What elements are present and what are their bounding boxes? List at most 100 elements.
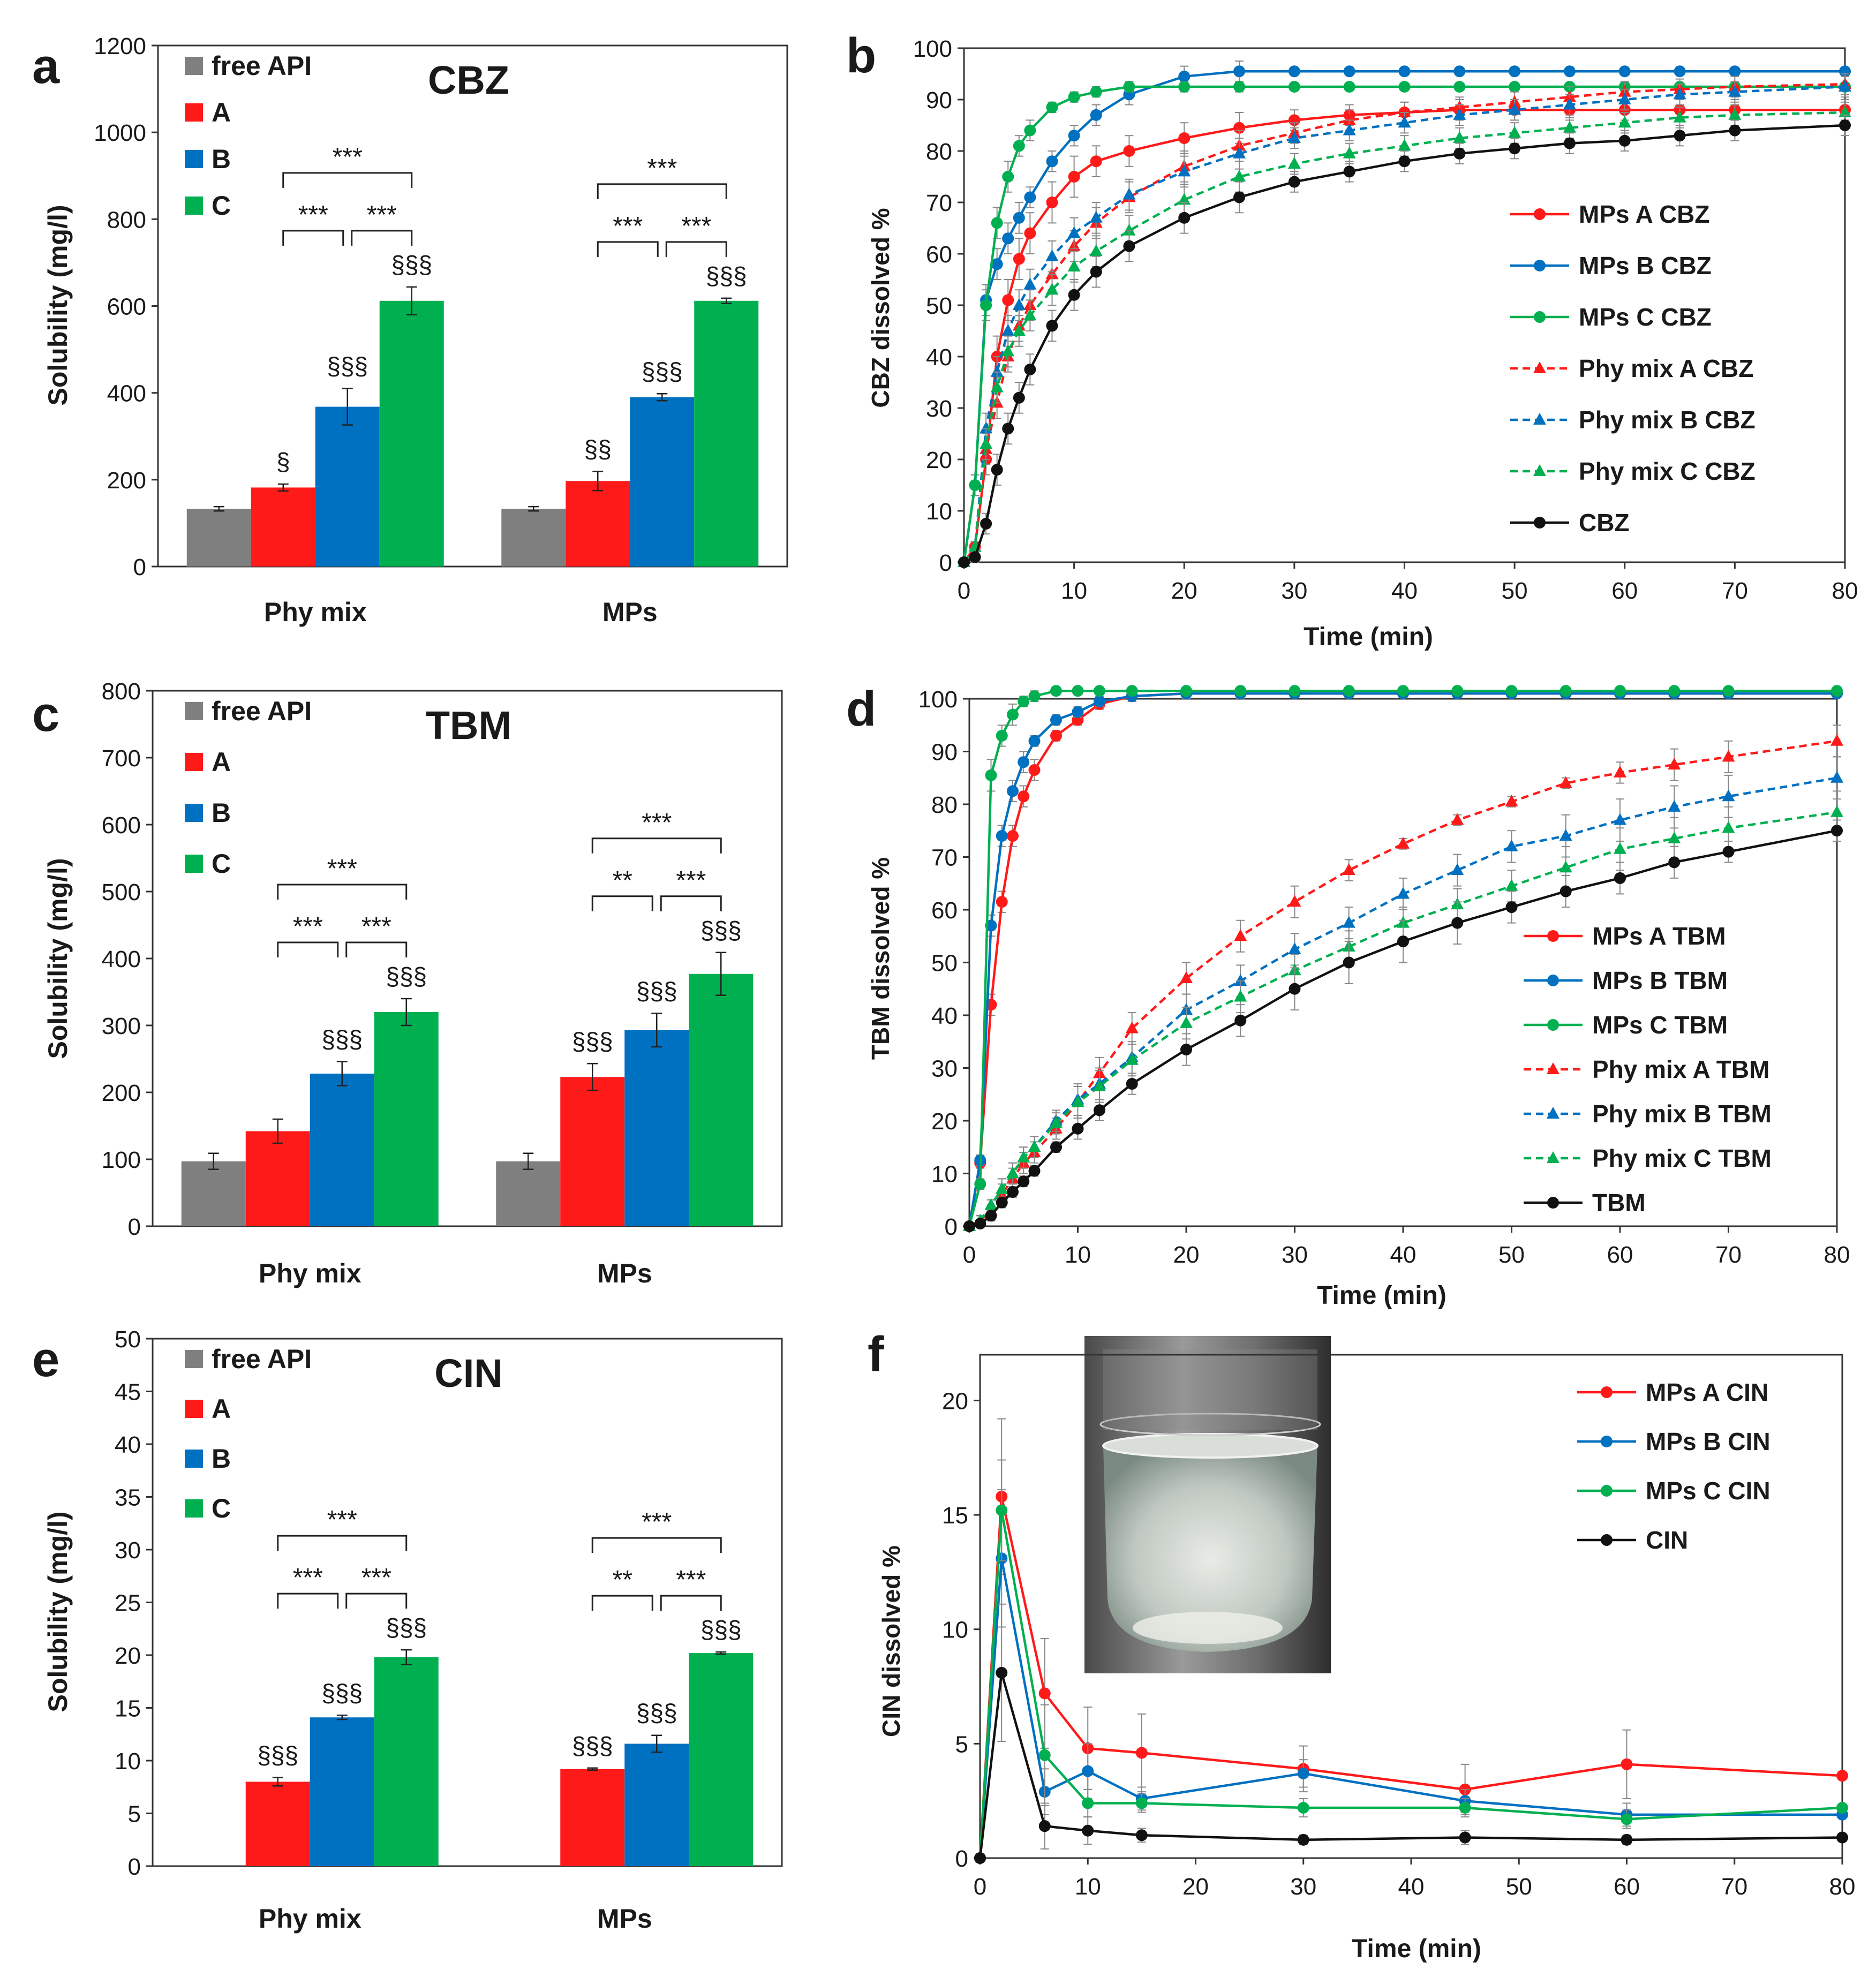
panel-d-x-tick-label: 50 bbox=[1498, 1242, 1525, 1268]
panel-e-legend-label: B bbox=[212, 1444, 231, 1474]
panel-a-y-tick-label: 200 bbox=[107, 467, 146, 494]
panel-b-data-point bbox=[980, 437, 992, 449]
panel-b-data-point bbox=[1178, 71, 1190, 82]
panel-a-bracket-label: *** bbox=[613, 212, 643, 240]
panel-d-data-point bbox=[1289, 983, 1301, 995]
panel-a-legend-label: free API bbox=[212, 51, 312, 81]
panel-d-y-tick-label: 100 bbox=[918, 686, 958, 713]
panel-f-y-tick-label: 5 bbox=[955, 1731, 968, 1757]
panel-f-y-tick-label: 15 bbox=[942, 1503, 968, 1529]
panel-a-legend-label: C bbox=[212, 191, 231, 221]
panel-a-bracket-label: *** bbox=[647, 154, 677, 183]
panel-b-data-point bbox=[1046, 250, 1059, 261]
panel-d-legend-marker bbox=[1547, 1197, 1559, 1209]
panel-d-data-point bbox=[1830, 771, 1843, 783]
panel-e-significance-mark: §§§ bbox=[257, 1741, 298, 1769]
panel-b-data-point bbox=[1233, 191, 1245, 203]
panel-f-data-point bbox=[1039, 1687, 1051, 1699]
panel-c-y-axis-title: Solubility (mg/l) bbox=[43, 858, 73, 1059]
panel-f-data-point bbox=[1082, 1765, 1094, 1777]
panel-b-data-point bbox=[1233, 81, 1245, 93]
panel-e-significance-mark: §§§ bbox=[572, 1732, 613, 1760]
panel-c-y-tick-label: 400 bbox=[102, 946, 141, 972]
panel-c-comparison-bracket bbox=[592, 896, 652, 911]
panel-b-data-point bbox=[1289, 65, 1300, 77]
panel-d-data-point bbox=[1050, 1141, 1062, 1153]
panel-c-bar-a bbox=[560, 1077, 624, 1226]
panel-d-legend-label: Phy mix A TBM bbox=[1592, 1055, 1769, 1083]
panel-d-data-point bbox=[1126, 685, 1138, 697]
panel-b-data-point bbox=[1024, 191, 1036, 203]
panel-a-bar-a bbox=[251, 487, 315, 567]
panel-a-legend-label: B bbox=[212, 144, 231, 174]
panel-b-data-point bbox=[1729, 65, 1741, 77]
panel-d-y-axis-title: TBM dissolved % bbox=[867, 857, 894, 1060]
panel-e-legend-swatch bbox=[185, 1450, 203, 1468]
panel-b-data-point bbox=[1123, 240, 1135, 252]
panel-d-data-point bbox=[1234, 990, 1247, 1002]
panel-d-data-point bbox=[1506, 685, 1518, 697]
panel-b-y-tick-label: 40 bbox=[926, 344, 952, 371]
panel-b-y-tick-label: 20 bbox=[926, 447, 952, 473]
panel-e-bar-c bbox=[689, 1653, 753, 1866]
panel-e-significance-mark: §§§ bbox=[636, 1699, 677, 1727]
panel-a-significance-mark: §§ bbox=[584, 435, 612, 463]
panel-b-data-point bbox=[1453, 81, 1465, 93]
panel-b-x-tick-label: 10 bbox=[1061, 578, 1087, 604]
panel-d-data-point bbox=[1289, 685, 1301, 697]
panel-f-data-point bbox=[1039, 1749, 1051, 1761]
panel-f-data-point bbox=[1459, 1802, 1471, 1814]
panel-b-legend-label: Phy mix C CBZ bbox=[1579, 457, 1756, 485]
panel-f-data-point bbox=[1298, 1802, 1309, 1814]
panel-b-data-point bbox=[1509, 81, 1520, 93]
panel-d-data-point bbox=[1029, 735, 1041, 747]
panel-e-bracket-label: *** bbox=[293, 1564, 323, 1592]
panel-b-y-axis-title: CBZ dissolved % bbox=[867, 208, 894, 407]
panel-b-data-point bbox=[1068, 91, 1080, 103]
panel-f-y-axis-title: CIN dissolved % bbox=[877, 1545, 905, 1737]
panel-b-data-point bbox=[991, 464, 1003, 475]
panel-a-y-tick-label: 600 bbox=[107, 294, 146, 320]
panel-d-data-point bbox=[1050, 730, 1062, 742]
panel-a-y-tick-label: 0 bbox=[133, 554, 146, 580]
panel-b-data-point bbox=[1289, 81, 1300, 93]
panel-d-data-point bbox=[985, 1210, 997, 1221]
panel-c-bracket-label: *** bbox=[293, 912, 323, 941]
panel-d-data-point bbox=[1560, 886, 1572, 897]
panel-b-data-point bbox=[1013, 298, 1026, 310]
panel-d-legend-label: TBM bbox=[1592, 1189, 1646, 1217]
panel-f-data-point bbox=[996, 1505, 1007, 1516]
panel-c-legend-swatch bbox=[185, 753, 203, 771]
panel-f-y-tick-label: 20 bbox=[942, 1388, 968, 1414]
panel-a-bar-a bbox=[566, 481, 630, 567]
panel-a-comparison-bracket bbox=[598, 242, 658, 257]
panel-e-y-tick-label: 45 bbox=[115, 1379, 141, 1406]
panel-b-data-point bbox=[1013, 140, 1025, 152]
panel-d-x-tick-label: 70 bbox=[1715, 1242, 1742, 1268]
panel-b-data-point bbox=[1090, 155, 1102, 167]
panel-a-y-axis-title: Solubility (mg/l) bbox=[43, 205, 73, 406]
panel-b-data-point bbox=[1013, 253, 1025, 265]
panel-d-data-point bbox=[1830, 734, 1843, 746]
panel-a-category-label: MPs bbox=[602, 597, 658, 627]
panel-b-y-tick-label: 50 bbox=[926, 293, 952, 319]
panel-f-x-tick-label: 50 bbox=[1506, 1874, 1532, 1900]
panel-e-y-tick-label: 40 bbox=[115, 1432, 141, 1458]
panel-c-comparison-bracket bbox=[592, 839, 721, 854]
panel-d-data-point bbox=[1451, 813, 1464, 825]
panel-d-data-point bbox=[963, 1220, 975, 1232]
panel-e-y-tick-label: 25 bbox=[115, 1590, 141, 1617]
panel-a-bracket-label: *** bbox=[298, 201, 328, 229]
panel-d-y-tick-label: 10 bbox=[931, 1161, 958, 1188]
panel-e-category-label: MPs bbox=[597, 1904, 652, 1934]
panel-f-data-point bbox=[1836, 1802, 1848, 1814]
panel-b-data-point bbox=[1123, 145, 1135, 157]
panel-a-y-tick-label: 1200 bbox=[94, 33, 146, 59]
panel-b-data-point bbox=[958, 556, 970, 568]
panel-b-data-point bbox=[1564, 138, 1576, 149]
panel-f-data-point bbox=[1298, 1768, 1309, 1779]
panel-e-drug-title: CIN bbox=[434, 1351, 502, 1395]
panel-f-data-point bbox=[1836, 1770, 1848, 1782]
panel-d-legend-label: MPs C TBM bbox=[1592, 1011, 1728, 1039]
panel-d-y-tick-label: 30 bbox=[931, 1056, 958, 1082]
